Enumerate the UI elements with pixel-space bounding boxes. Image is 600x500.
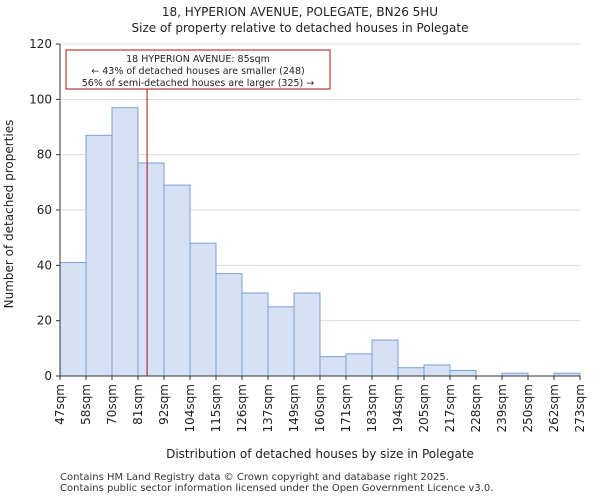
chart-title-line1: 18, HYPERION AVENUE, POLEGATE, BN26 5HU [162, 5, 438, 19]
bar-171sqm [345, 353, 373, 377]
chart-title-line2: Size of property relative to detached ho… [132, 21, 469, 35]
bar-115sqm [215, 273, 243, 377]
x-tick-label: 70sqm [105, 384, 119, 425]
bar-47sqm [59, 262, 87, 377]
annotation-line1: 18 HYPERION AVENUE: 85sqm [126, 54, 270, 65]
bar-217sqm [449, 369, 477, 377]
bar-160sqm [319, 356, 347, 377]
bar-183sqm [371, 339, 399, 377]
y-tick-label: 80 [37, 148, 52, 162]
x-tick-label: 104sqm [183, 384, 197, 432]
y-tick-label: 0 [44, 369, 52, 383]
bars [59, 107, 581, 377]
x-tick-label: 92sqm [157, 384, 171, 425]
y-tick-label: 100 [29, 92, 52, 106]
x-tick-label: 58sqm [79, 384, 93, 425]
x-tick-label: 194sqm [391, 384, 405, 432]
bar-70sqm [111, 107, 139, 377]
footer-line1: Contains HM Land Registry data © Crown c… [60, 472, 449, 483]
x-tick-label: 149sqm [287, 384, 301, 432]
bar-126sqm [241, 292, 269, 377]
annotation-border [65, 49, 331, 90]
x-tick-label: 47sqm [53, 384, 67, 425]
x-tick-label: 239sqm [495, 384, 509, 432]
x-tick-label: 183sqm [365, 384, 379, 432]
x-tick-label: 217sqm [443, 384, 457, 432]
bar-205sqm [423, 364, 451, 377]
y-tick-labels: 0 20 40 60 80 100 120 [29, 37, 52, 383]
x-tick-label: 250sqm [521, 384, 535, 432]
footer: Contains HM Land Registry data © Crown c… [60, 472, 493, 494]
x-tick-labels: 47sqm 58sqm 70sqm 81sqm 92sqm 104sqm 115sqm 126… [53, 384, 587, 432]
bar-149sqm [293, 292, 321, 377]
x-tick-label: 171sqm [339, 384, 353, 432]
bar-81sqm [137, 162, 165, 377]
footer-line2: Contains public sector information licen… [60, 483, 494, 494]
x-tick-label: 205sqm [417, 384, 431, 432]
x-tick-label: 160sqm [313, 384, 327, 432]
annotation-box: 18 HYPERION AVENUE: 85sqm ← 43% of detac… [65, 49, 331, 90]
annotation-line3: 56% of semi-detached houses are larger (… [82, 78, 315, 89]
annotation-line2: ← 43% of detached houses are smaller (24… [91, 66, 304, 77]
x-tick-label: 126sqm [235, 384, 249, 432]
bar-58sqm [85, 134, 113, 377]
x-tick-label: 81sqm [131, 384, 145, 425]
y-tick-label: 60 [37, 203, 52, 217]
x-tick-label: 228sqm [469, 384, 483, 432]
bar-104sqm [189, 242, 217, 377]
bar-92sqm [163, 184, 191, 377]
x-tick-label: 262sqm [547, 384, 561, 432]
x-tick-label: 273sqm [573, 384, 587, 432]
x-tick-label: 115sqm [209, 384, 223, 432]
y-tick-label: 40 [37, 258, 52, 272]
y-axis-label: Number of detached properties [2, 120, 16, 309]
y-tick-label: 120 [29, 37, 52, 51]
bar-194sqm [397, 367, 425, 377]
y-tick-label: 20 [37, 314, 52, 328]
x-axis-label: Distribution of detached houses by size … [166, 447, 474, 461]
bar-137sqm [267, 306, 295, 377]
x-tick-label: 137sqm [261, 384, 275, 432]
